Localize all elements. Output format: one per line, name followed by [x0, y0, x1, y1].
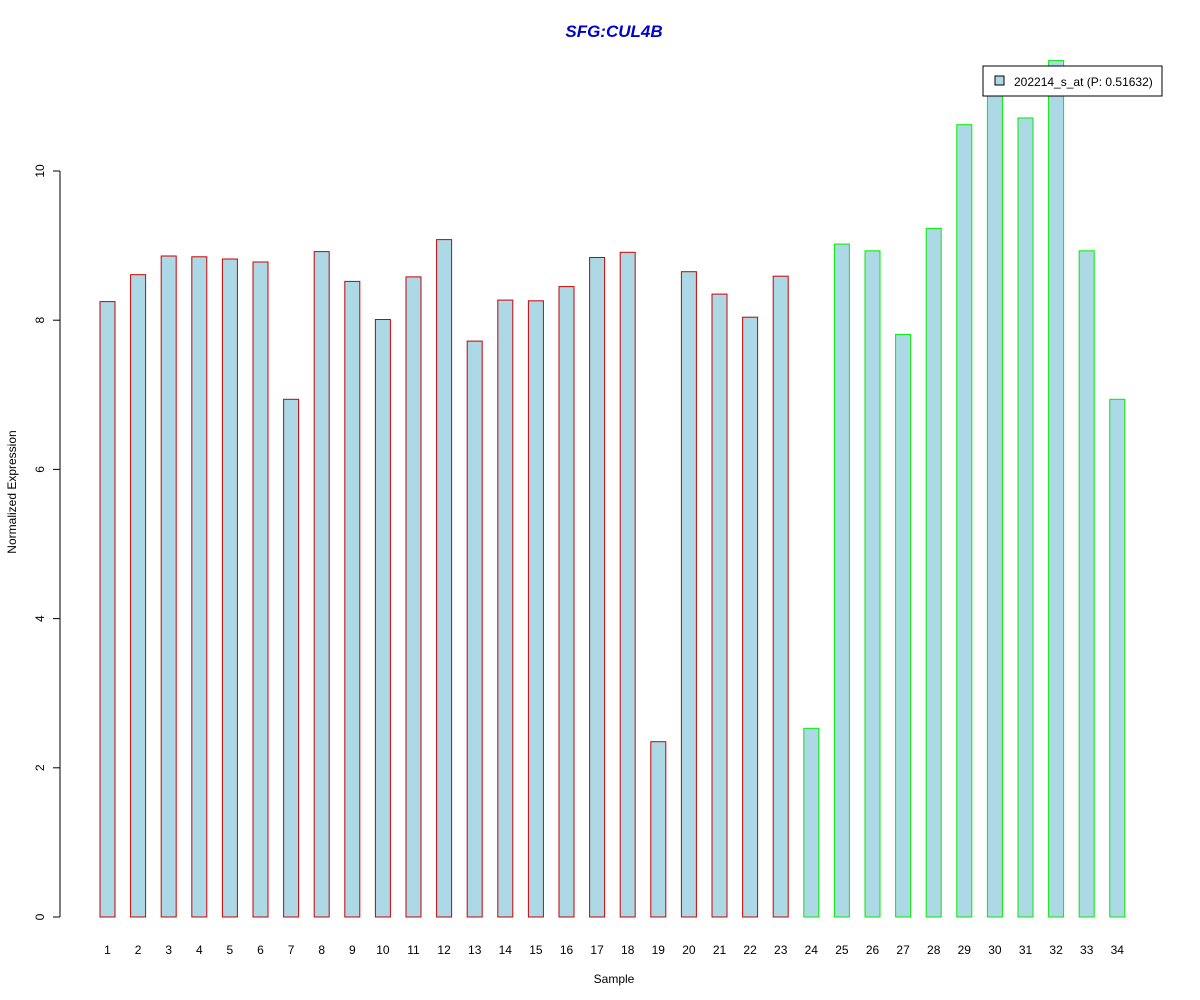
bars-group — [99, 60, 1126, 918]
bar-sample-24 — [803, 727, 820, 918]
x-tick-label: 31 — [1019, 943, 1033, 957]
y-tick-label: 8 — [33, 317, 47, 324]
bar-sample-21 — [711, 293, 728, 918]
bar-sample-9 — [344, 280, 361, 918]
x-tick-label: 9 — [349, 943, 356, 957]
bar-sample-33 — [1078, 250, 1095, 918]
x-tick-label: 17 — [590, 943, 604, 957]
bar-sample-26 — [864, 250, 881, 918]
bar-sample-19 — [650, 741, 667, 918]
bar-sample-23 — [772, 275, 789, 918]
x-tick-label: 26 — [866, 943, 880, 957]
bar-sample-18 — [619, 251, 636, 918]
x-tick-label: 6 — [257, 943, 264, 957]
x-tick-label: 28 — [927, 943, 941, 957]
x-tick-label: 30 — [988, 943, 1002, 957]
x-tick-label: 29 — [958, 943, 972, 957]
bar-sample-12 — [436, 239, 453, 918]
x-tick-label: 27 — [896, 943, 910, 957]
y-tick-label: 0 — [33, 913, 47, 920]
y-tick-label: 6 — [33, 466, 47, 473]
bar-sample-31 — [1017, 117, 1034, 918]
x-tick-label: 4 — [196, 943, 203, 957]
x-tick-label: 10 — [376, 943, 390, 957]
x-tick-label: 13 — [468, 943, 482, 957]
x-tick-label: 34 — [1111, 943, 1125, 957]
bar-sample-29 — [956, 124, 973, 918]
x-tick-label: 16 — [560, 943, 574, 957]
y-tick-label: 2 — [33, 764, 47, 771]
bar-sample-14 — [497, 299, 514, 918]
bar-sample-20 — [680, 271, 697, 918]
bar-sample-5 — [221, 258, 238, 918]
y-axis: 0 2 4 6 8 10 — [33, 164, 61, 920]
bar-sample-30 — [986, 93, 1003, 918]
bar-sample-11 — [405, 276, 422, 918]
bar-sample-7 — [283, 398, 300, 918]
bar-sample-16 — [558, 286, 575, 918]
legend-box — [982, 65, 1163, 97]
bar-sample-8 — [313, 251, 330, 918]
x-tick-label: 33 — [1080, 943, 1094, 957]
bar-sample-1 — [99, 301, 116, 918]
bar-sample-15 — [527, 300, 544, 918]
legend-label: 202214_s_at (P: 0.51632) — [1014, 75, 1153, 89]
x-tick-label: 7 — [288, 943, 295, 957]
x-tick-label: 25 — [835, 943, 849, 957]
bar-sample-22 — [742, 316, 759, 918]
x-tick-label: 14 — [499, 943, 513, 957]
bar-sample-13 — [466, 340, 483, 918]
x-tick-label: 18 — [621, 943, 635, 957]
bar-sample-28 — [925, 227, 942, 918]
x-axis-label: Sample — [594, 972, 635, 986]
x-tick-label: 24 — [805, 943, 819, 957]
x-tick-label: 5 — [227, 943, 234, 957]
y-tick-label: 10 — [33, 164, 47, 178]
bar-sample-3 — [160, 255, 177, 918]
x-tick-label: 11 — [407, 943, 420, 957]
y-tick-label: 4 — [33, 615, 47, 622]
x-tick-label: 3 — [165, 943, 172, 957]
x-tick-label: 22 — [743, 943, 757, 957]
x-tick-label: 21 — [713, 943, 727, 957]
x-tick-label: 12 — [437, 943, 451, 957]
legend: 202214_s_at (P: 0.51632) — [982, 65, 1163, 97]
x-tick-label: 8 — [318, 943, 325, 957]
x-tick-label: 32 — [1049, 943, 1063, 957]
bar-sample-34 — [1109, 398, 1126, 918]
bar-sample-4 — [191, 256, 208, 918]
bar-sample-2 — [130, 274, 147, 918]
bar-sample-10 — [374, 319, 391, 918]
bar-sample-17 — [589, 257, 606, 918]
x-tick-label: 15 — [529, 943, 543, 957]
bar-sample-27 — [895, 333, 912, 918]
x-tick-label: 23 — [774, 943, 788, 957]
x-tick-label: 20 — [682, 943, 696, 957]
bar-sample-25 — [833, 243, 850, 918]
bar-sample-6 — [252, 261, 269, 918]
chart-title: SFG:CUL4B — [565, 22, 662, 41]
x-tick-label: 2 — [135, 943, 142, 957]
x-tick-label: 1 — [104, 943, 111, 957]
x-tick-label: 19 — [652, 943, 666, 957]
bar-sample-32 — [1048, 60, 1065, 918]
x-tick-labels: 1 2 3 4 5 6 7 8 9 10 11 12 13 14 15 16 17 18 19 20 21 22 23 24 2… — [104, 943, 1124, 957]
y-axis-label: Normalized Expression — [5, 430, 19, 553]
legend-swatch — [994, 75, 1005, 86]
